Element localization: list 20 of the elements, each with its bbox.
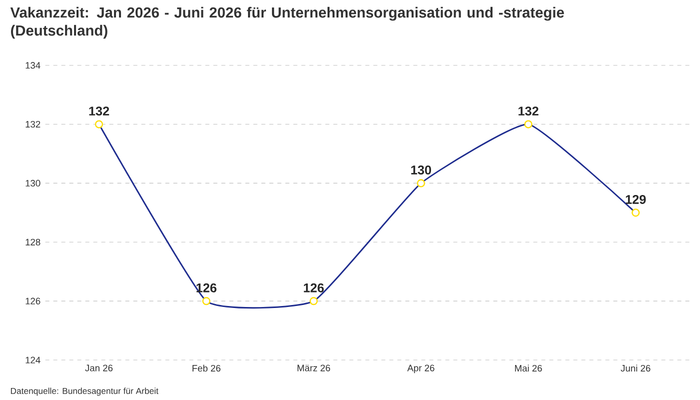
x-tick-label: Jan 26 [85,364,113,372]
y-tick-label: 124 [26,356,40,364]
text: Datenquelle: Bundesagentur für Arbeit [10,388,158,396]
data-label: 126 [196,283,216,292]
x-tick-label: Juni 26 [620,364,650,372]
y-tick-label: 130 [26,180,40,186]
y-tick-label: 132 [26,120,40,128]
data-label: 130 [411,166,432,174]
data-label: 129 [626,194,646,204]
y-tick-label: 134 [26,62,40,69]
x-tick-label: März 26 [298,364,330,372]
x-tick-label: Mai 26 [515,364,542,372]
data-label: 132 [518,106,538,116]
x-tick-label: Feb 26 [192,364,220,372]
chart-title: Vakanzzeit: Jan 2026 - Juni 2026 für Unternehmensorganisation und -strategie (Deutschland) [10,6,564,39]
data-label: 132 [89,106,110,116]
y-tick-label: 128 [26,238,40,246]
data-label: 126 [304,283,324,292]
x-tick-label: Apr 26 [407,364,434,374]
y-tick-label: 126 [26,298,40,304]
